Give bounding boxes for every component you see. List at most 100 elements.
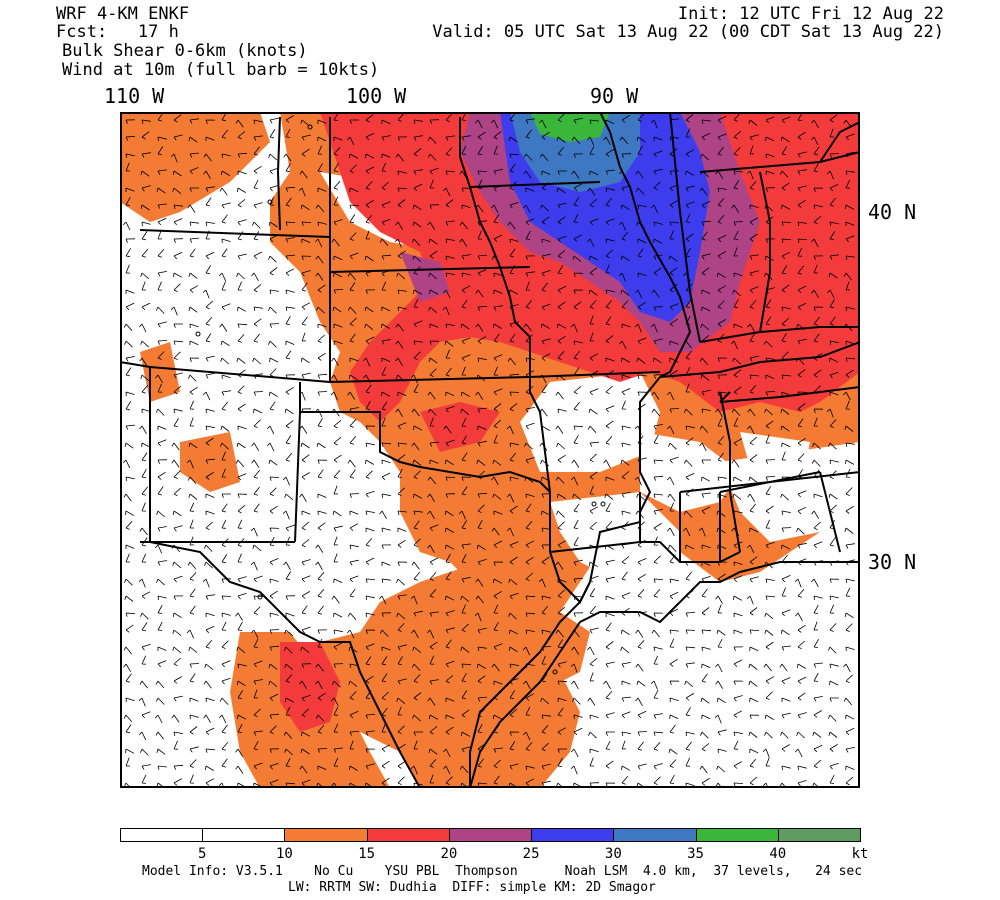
wind-barb bbox=[507, 357, 517, 366]
wind-barb bbox=[733, 659, 743, 667]
wind-barb bbox=[475, 578, 484, 587]
wind-barb bbox=[141, 643, 151, 651]
wind-barb bbox=[700, 153, 710, 161]
wind-barb bbox=[828, 731, 838, 738]
wind-barb bbox=[413, 148, 422, 157]
wind-barb bbox=[573, 612, 584, 617]
wind-barb bbox=[381, 306, 391, 312]
wind-barb bbox=[829, 774, 835, 784]
wind-barb bbox=[427, 136, 437, 144]
wind-barb bbox=[747, 425, 755, 435]
wind-barb bbox=[269, 184, 279, 192]
wind-barb bbox=[701, 132, 711, 141]
wind-barb bbox=[621, 662, 631, 668]
wind-barb bbox=[333, 553, 339, 563]
wind-barb bbox=[269, 779, 279, 787]
wind-barb bbox=[586, 136, 595, 146]
wind-barb bbox=[555, 476, 565, 484]
wind-barb bbox=[749, 374, 759, 379]
wind-barb bbox=[618, 272, 626, 282]
wind-barb bbox=[619, 136, 629, 145]
wind-barb bbox=[701, 389, 711, 396]
wind-barb bbox=[620, 289, 630, 296]
wind-barb bbox=[365, 595, 375, 600]
wind-barb bbox=[813, 604, 819, 614]
wind-barb bbox=[829, 419, 837, 428]
wind-barb bbox=[637, 374, 647, 379]
wind-barb bbox=[557, 335, 566, 344]
wind-barb bbox=[413, 135, 423, 141]
wind-barb bbox=[797, 185, 807, 192]
wind-barb bbox=[731, 204, 740, 213]
wind-barb bbox=[669, 284, 678, 293]
wind-barb bbox=[317, 187, 327, 193]
wind-barb bbox=[349, 731, 360, 736]
wind-barb bbox=[749, 646, 759, 652]
wind-barb bbox=[651, 408, 661, 417]
wind-barb bbox=[667, 425, 675, 435]
wind-barb bbox=[205, 300, 214, 310]
wind-barb bbox=[749, 629, 760, 634]
wind-barb bbox=[221, 390, 231, 396]
wind-barb bbox=[557, 757, 563, 767]
wind-barb bbox=[733, 438, 743, 446]
wind-barb bbox=[205, 119, 216, 124]
wind-barb bbox=[381, 153, 391, 159]
colorbar-swatch bbox=[284, 828, 368, 842]
wind-barb bbox=[845, 674, 853, 684]
wind-barb bbox=[141, 486, 148, 496]
wind-barb bbox=[188, 646, 198, 653]
wind-barb bbox=[381, 442, 392, 447]
wind-barb bbox=[461, 543, 471, 549]
wind-barb bbox=[797, 506, 807, 515]
wind-barb bbox=[763, 340, 773, 348]
wind-barb bbox=[172, 187, 182, 195]
wind-barb bbox=[189, 400, 195, 410]
wind-barb bbox=[813, 595, 823, 601]
wind-barb bbox=[557, 301, 566, 310]
wind-barb bbox=[797, 369, 806, 378]
wind-barb bbox=[556, 136, 566, 143]
wind-barb bbox=[188, 272, 198, 279]
wind-barb bbox=[845, 623, 853, 632]
wind-barb bbox=[493, 714, 503, 720]
wind-barb bbox=[509, 541, 519, 549]
wind-barb bbox=[685, 350, 692, 360]
wind-barb bbox=[125, 356, 135, 362]
wind-barb bbox=[797, 338, 807, 345]
wind-barb bbox=[845, 281, 851, 291]
wind-barb bbox=[237, 723, 243, 733]
wind-barb bbox=[427, 221, 435, 230]
wind-barb bbox=[701, 119, 711, 124]
wind-barb bbox=[237, 403, 246, 412]
wind-barb bbox=[829, 604, 835, 614]
wind-barb bbox=[429, 204, 440, 209]
wind-barb bbox=[125, 553, 130, 563]
wind-barb bbox=[573, 350, 581, 360]
wind-barb bbox=[475, 323, 484, 332]
wind-barb bbox=[221, 170, 231, 176]
wind-barb bbox=[573, 234, 583, 242]
wind-barb bbox=[221, 214, 228, 224]
wind-barb bbox=[717, 285, 727, 293]
wind-barb bbox=[604, 493, 614, 500]
wind-barb bbox=[315, 255, 324, 264]
wind-barb bbox=[173, 218, 183, 226]
wind-barb bbox=[445, 323, 455, 328]
wind-barb bbox=[541, 725, 549, 734]
wind-barb bbox=[845, 747, 855, 753]
wind-barb bbox=[700, 731, 709, 739]
wind-barb bbox=[701, 607, 710, 616]
wind-barb bbox=[445, 272, 455, 277]
wind-barb bbox=[141, 655, 147, 665]
wind-barb bbox=[253, 408, 263, 414]
wind-barb bbox=[253, 660, 263, 668]
wind-barb bbox=[570, 476, 579, 486]
wind-barb bbox=[269, 357, 279, 363]
wind-barb bbox=[653, 763, 663, 770]
wind-barb bbox=[701, 459, 711, 464]
wind-barb bbox=[301, 270, 311, 277]
wind-barb bbox=[829, 299, 835, 309]
wind-barb bbox=[140, 748, 149, 756]
wind-barb bbox=[650, 680, 658, 690]
